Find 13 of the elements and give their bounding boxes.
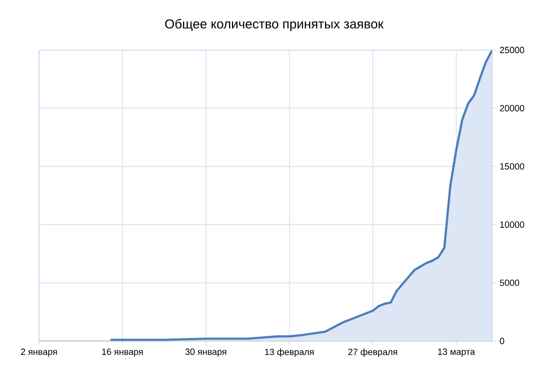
- y-tick-label: 15000: [500, 163, 524, 170]
- chart-title: Общее количество принятых заявок: [165, 18, 384, 32]
- y-tick-label: 10000: [500, 221, 524, 228]
- x-tick-label: 13 марта: [438, 348, 475, 357]
- y-tick-label: 20000: [500, 105, 524, 112]
- x-tick-label: 16 января: [102, 348, 143, 357]
- x-tick-label: 27 февраля: [348, 348, 398, 357]
- y-tick-label: 25000: [500, 46, 524, 54]
- x-tick-label: 30 января: [185, 348, 226, 357]
- y-tick-label: 5000: [500, 280, 520, 286]
- x-tick-label: 2 января: [21, 348, 57, 357]
- x-tick-label: 13 февраля: [265, 348, 314, 357]
- y-tick-label: 0: [500, 338, 504, 344]
